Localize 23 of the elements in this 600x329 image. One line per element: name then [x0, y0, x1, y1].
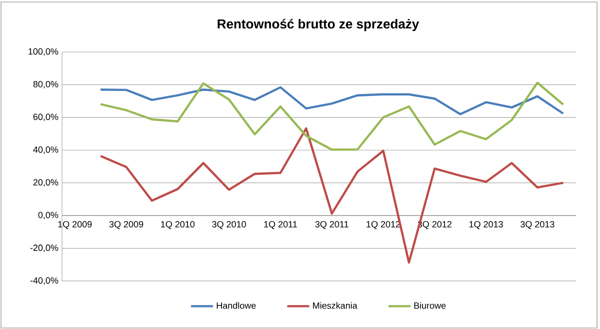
x-tick-label: 1Q 2013: [469, 221, 503, 230]
y-tick-label: -40,0%: [30, 277, 58, 285]
legend-label: Mieszkania: [313, 302, 358, 309]
x-tick-label: 3Q 2013: [520, 221, 554, 230]
x-tick-label: 3Q 2010: [212, 221, 246, 230]
y-tick-label: 60,0%: [33, 114, 58, 122]
x-tick-label: 1Q 2009: [58, 221, 92, 230]
chart-title: Rentowność brutto ze sprzedaży: [218, 18, 420, 32]
y-tick-label: 0,0%: [38, 212, 58, 220]
y-tick-label: 80,0%: [33, 80, 58, 88]
x-tick-label: 3Q 2009: [109, 221, 144, 230]
y-tick-label: 40,0%: [33, 146, 58, 154]
line-series: [99, 86, 564, 116]
legend-label: Biurowe: [414, 302, 446, 309]
y-tick-label: 100,0%: [28, 48, 58, 56]
line-series: [99, 82, 564, 151]
x-tick-label: 3Q 2011: [315, 221, 348, 230]
y-tick-label: -20,0%: [30, 244, 58, 252]
legend-label: Handlowe: [216, 302, 256, 309]
x-tick-label: 1Q 2010: [161, 221, 195, 230]
x-tick-label: 1Q 2011: [264, 221, 297, 230]
y-tick-label: 20,0%: [33, 179, 58, 187]
line-series: [99, 127, 564, 264]
